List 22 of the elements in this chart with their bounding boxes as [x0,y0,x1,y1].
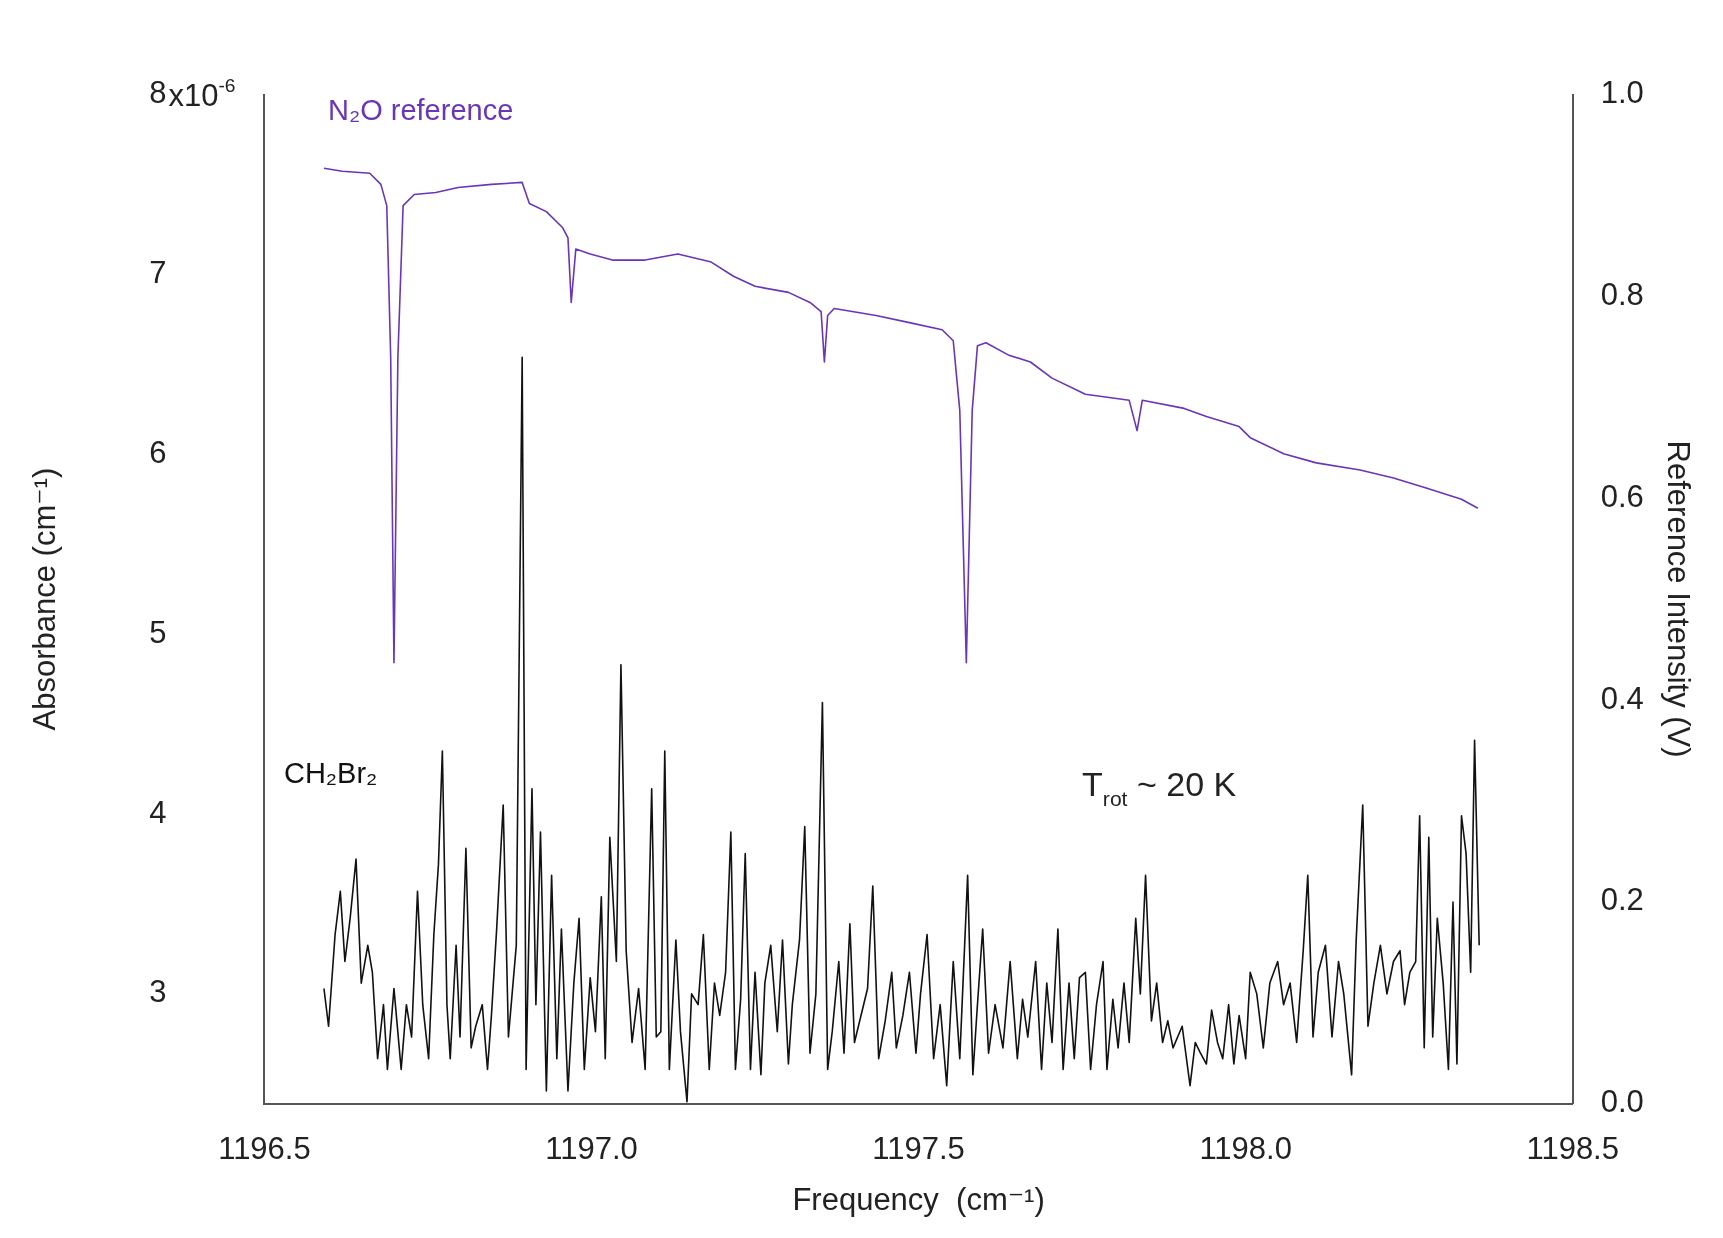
y2-tick-label: 0.4 [1600,680,1644,716]
y2-tick-label: 1.0 [1600,75,1644,111]
y-axis-title: Absorbance (cm⁻¹) [27,467,63,731]
series-label: N₂O reference [327,94,514,127]
y2-tick-label: 0.0 [1600,1084,1644,1120]
y-tick-label: 5 [149,614,167,650]
text: CH₂Br₂ [283,757,378,790]
x-axis-title: Frequency (cm⁻¹) [792,1181,1045,1217]
y-tick-label: 6 [149,434,167,470]
y2-tick-label: 0.6 [1600,478,1644,514]
x-tick-label: 1198.5 [1526,1130,1619,1166]
y-tick-label: 3 [149,974,167,1010]
y2-tick-label: 0.8 [1600,276,1644,312]
x-tick-label: 1197.0 [545,1130,638,1166]
x-tick-label: 1196.5 [218,1130,311,1166]
y-tick-label: 8 [149,75,167,111]
y-tick-label: 4 [149,794,167,830]
y2-tick-label: 0.2 [1600,882,1644,918]
y2-axis-title: Reference Intensity (V) [1660,440,1696,758]
y-tick-label: 7 [149,255,167,290]
x-tick-label: 1198.0 [1199,1130,1292,1166]
x-tick-label: 1197.5 [872,1130,965,1166]
